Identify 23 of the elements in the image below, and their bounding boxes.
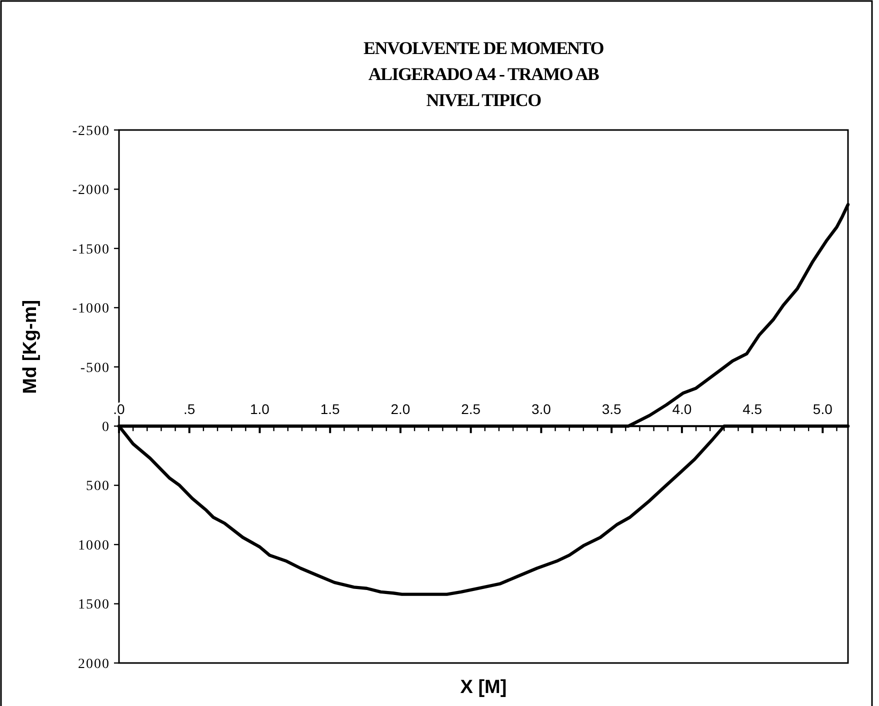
x-tick-label: 3.0 <box>531 401 552 418</box>
y-tick-label: 500 <box>86 479 110 494</box>
y-tick-label: 1000 <box>78 538 110 554</box>
y-tick-label: 0 <box>102 420 110 436</box>
x-tick-label: 1.0 <box>250 401 270 418</box>
chart-title: ENVOLVENTE DE MOMENTO ALIGERADO A4 - TRAMO AB NIVEL TIPICO <box>364 38 604 110</box>
x-axis-title: X [M] <box>460 677 507 698</box>
x-tick-label: .5 <box>184 401 196 418</box>
y-axis-title: Md [Kg-m] <box>20 300 41 394</box>
y-tick-label: 1500 <box>78 598 110 613</box>
x-tick-label: 4.5 <box>742 401 762 418</box>
y-tick-label: -1000 <box>72 302 110 317</box>
x-tick-label: 5.0 <box>812 401 833 418</box>
x-tick-label: 2.5 <box>461 401 481 418</box>
x-tick-label: 3.5 <box>602 401 622 418</box>
y-tick-label: 2000 <box>78 656 110 672</box>
x-tick-label: 2.0 <box>390 401 410 418</box>
x-tick-label: 1.5 <box>320 401 340 418</box>
y-tick-label: -2500 <box>72 124 110 139</box>
x-tick-label: 4.0 <box>672 401 692 418</box>
y-tick-label: -500 <box>80 360 110 376</box>
y-tick-label: -1500 <box>72 242 110 258</box>
y-tick-label: -2000 <box>72 183 110 198</box>
